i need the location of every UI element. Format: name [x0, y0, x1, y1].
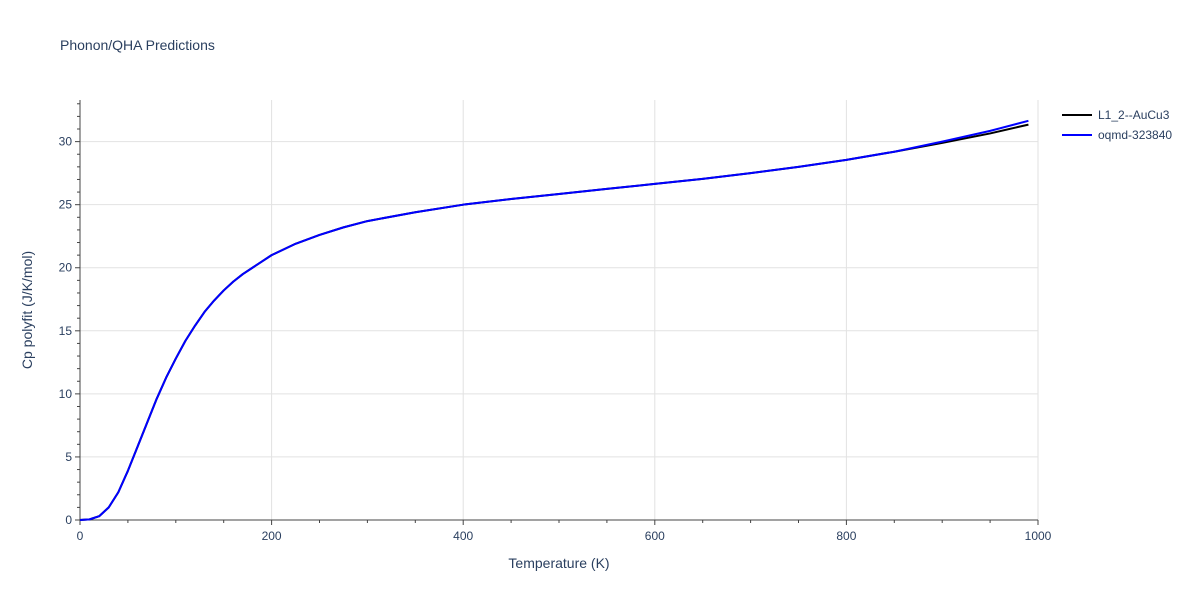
x-tick-label: 200 — [262, 529, 282, 543]
y-axis-title: Cp polyfit (J/K/mol) — [19, 251, 35, 369]
legend[interactable]: L1_2--AuCu3 oqmd-323840 — [1062, 108, 1172, 142]
y-tick-label: 15 — [59, 324, 73, 338]
legend-label: oqmd-323840 — [1098, 128, 1172, 142]
series-line-oqmd-323840 — [79, 119, 1029, 521]
legend-item[interactable]: oqmd-323840 — [1062, 128, 1172, 142]
x-tick-label: 0 — [77, 529, 84, 543]
x-tick-label: 1000 — [1025, 529, 1052, 543]
series-line-l1-2-aucu3 — [79, 123, 1029, 521]
y-tick-label: 10 — [59, 387, 73, 401]
legend-item[interactable]: L1_2--AuCu3 — [1062, 108, 1170, 122]
chart-title: Phonon/QHA Predictions — [60, 37, 215, 53]
x-tick-label: 400 — [453, 529, 473, 543]
grid-layer — [80, 100, 1039, 520]
x-axis-title: Temperature (K) — [508, 555, 609, 571]
x-tick-label: 800 — [836, 529, 856, 543]
x-tick-label: 600 — [645, 529, 665, 543]
series-layer — [79, 119, 1029, 521]
legend-label: L1_2--AuCu3 — [1098, 108, 1170, 122]
y-tick-label: 20 — [59, 261, 73, 275]
y-tick-label: 25 — [59, 198, 73, 212]
y-tick-label: 5 — [65, 450, 72, 464]
tick-layer: 0 200 400 600 800 1000 0 5 10 15 20 25 30 — [59, 103, 1052, 543]
y-tick-label: 0 — [65, 513, 72, 527]
y-tick-label: 30 — [59, 135, 73, 149]
